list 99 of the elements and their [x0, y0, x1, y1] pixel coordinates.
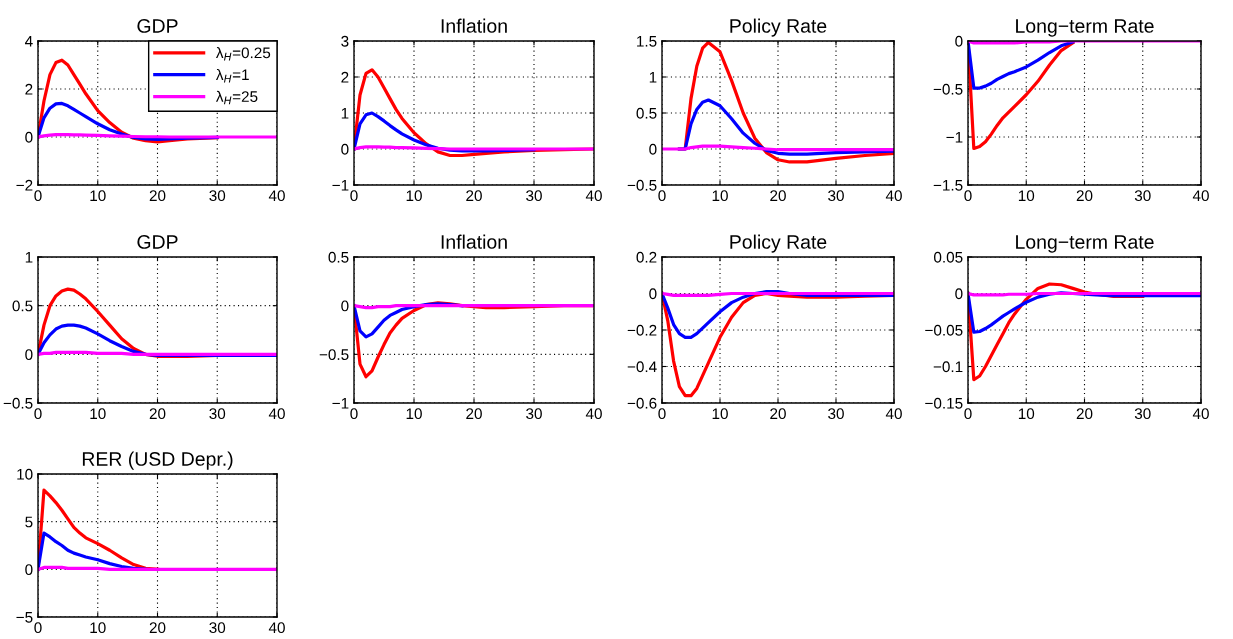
y-tick-label: 0 [649, 288, 657, 300]
y-tick-label: 0 [955, 35, 963, 47]
x-tick-label: 30 [209, 190, 226, 202]
chart-title: GDP [137, 19, 178, 33]
chart-title: Inflation [441, 18, 507, 33]
y-tick-label: 0.5 [328, 251, 349, 263]
x-tick-label: 0 [34, 408, 42, 420]
x-tick-label: 10 [712, 408, 728, 420]
x-tick-label: 0 [658, 190, 666, 202]
y-tick-label: −0.2 [627, 324, 657, 336]
x-tick-label: 20 [466, 190, 482, 202]
y-tick-label: −0.5 [319, 349, 349, 361]
x-tick-label: 20 [149, 408, 166, 420]
x-tick-label: 0 [34, 622, 42, 634]
x-tick-label: 20 [770, 190, 786, 202]
x-tick-label: 10 [712, 190, 728, 202]
chart-title: Long−term Rate [1016, 235, 1154, 253]
x-tick-label: 30 [1134, 190, 1151, 202]
chart-title: RER (USD Depr.) [82, 451, 233, 470]
x-tick-label: 20 [149, 190, 166, 202]
y-tick-label: 1 [341, 108, 349, 119]
x-tick-label: 10 [90, 622, 106, 634]
line-series [968, 41, 1075, 151]
chart-title: Policy Rate [730, 234, 827, 253]
y-tick-label: 0 [25, 564, 33, 576]
y-tick-label: −0.6 [627, 397, 657, 409]
x-tick-label: 10 [406, 408, 422, 420]
y-tick-label: 4 [24, 36, 33, 47]
y-tick-label: −0.5 [3, 397, 33, 409]
x-tick-label: 0 [34, 190, 42, 202]
y-tick-label: −0.05 [925, 324, 963, 336]
y-tick-label: 0 [341, 143, 349, 155]
y-tick-label: −1 [332, 398, 349, 409]
y-tick-label: −0.4 [627, 361, 657, 373]
x-tick-label: 30 [828, 190, 844, 202]
x-tick-label: 20 [770, 408, 786, 420]
x-tick-label: 0 [350, 190, 358, 202]
chart-title: GDP [137, 235, 178, 249]
x-tick-label: 30 [828, 408, 844, 420]
x-tick-label: 40 [1192, 408, 1209, 420]
y-tick-label: 3 [341, 35, 349, 47]
y-tick-label: −0.5 [933, 83, 963, 95]
x-tick-label: 20 [466, 408, 482, 420]
y-tick-label: 1 [25, 252, 33, 263]
x-tick-label: 0 [964, 190, 972, 202]
x-tick-label: 40 [585, 190, 602, 202]
y-tick-label: −0.5 [627, 179, 657, 191]
x-tick-label: 40 [1192, 190, 1209, 202]
y-tick-label: 0 [25, 131, 33, 143]
legend-label: λ$_{H}$=1 [215, 68, 249, 83]
x-tick-label: 40 [268, 408, 285, 420]
y-tick-label: 0 [955, 288, 963, 300]
y-tick-label: −0.15 [925, 397, 963, 409]
x-tick-label: 20 [1076, 190, 1093, 202]
y-tick-label: 10 [17, 468, 33, 480]
x-tick-label: 30 [209, 622, 226, 634]
x-tick-label: 10 [1018, 408, 1035, 420]
y-tick-label: 0.2 [636, 251, 657, 263]
y-tick-label: 2 [341, 71, 349, 83]
x-tick-label: 30 [526, 408, 542, 420]
y-tick-label: 0.5 [636, 107, 657, 119]
y-tick-label: 2 [25, 83, 33, 95]
y-tick-label: 0.05 [934, 251, 963, 263]
x-tick-label: 30 [526, 190, 542, 202]
x-tick-label: 40 [268, 622, 285, 634]
x-tick-label: 0 [350, 408, 358, 420]
x-tick-label: 10 [90, 190, 106, 202]
x-tick-label: 30 [209, 408, 226, 420]
y-tick-label: 1.5 [637, 36, 657, 47]
y-tick-label: −0.1 [933, 361, 963, 373]
x-tick-label: 10 [90, 408, 106, 420]
y-tick-label: −5 [16, 612, 33, 623]
x-tick-label: 10 [1018, 190, 1035, 202]
x-tick-label: 0 [964, 408, 972, 420]
y-tick-label: −1 [946, 132, 963, 143]
y-tick-label: 5 [25, 516, 33, 528]
x-tick-label: 0 [658, 408, 666, 420]
x-tick-label: 30 [1134, 408, 1151, 420]
y-tick-label: −1.5 [933, 180, 963, 191]
line-series [968, 41, 1075, 90]
chart-title: Long−term Rate [1016, 19, 1154, 37]
y-tick-label: 0 [341, 300, 349, 312]
x-tick-label: 40 [585, 408, 602, 420]
x-tick-label: 20 [149, 622, 166, 634]
y-tick-label: 1 [649, 72, 657, 83]
y-tick-label: 0 [25, 349, 33, 361]
legend-label: λ$_{H}$=0.25 [215, 47, 271, 61]
legend-label: λ$_{H}$=25 [215, 90, 258, 105]
chart-title: Inflation [441, 234, 507, 249]
x-tick-label: 10 [406, 190, 422, 202]
x-tick-label: 40 [885, 190, 902, 202]
x-tick-label: 40 [885, 408, 902, 420]
y-tick-label: −2 [16, 179, 33, 191]
x-tick-label: 20 [1076, 408, 1093, 420]
y-tick-label: 0 [649, 143, 657, 155]
y-tick-label: 0.5 [12, 300, 33, 312]
y-tick-label: −1 [332, 180, 349, 191]
chart-title: Policy Rate [730, 18, 827, 37]
x-tick-label: 40 [268, 190, 285, 202]
